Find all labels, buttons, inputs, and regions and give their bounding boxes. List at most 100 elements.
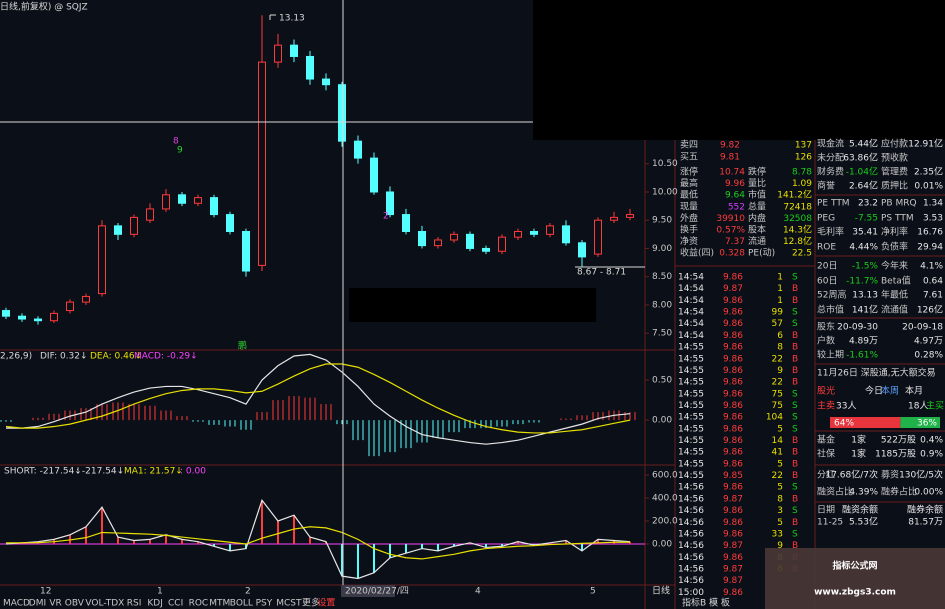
tab-extra[interactable]: 指标B 模 板: [682, 597, 730, 609]
candle-body: [290, 44, 298, 57]
holder-label: 分红: [817, 469, 835, 481]
indicator-tab[interactable]: MACD: [3, 599, 30, 609]
tick-side: S: [792, 319, 798, 329]
tick-volume: 8: [777, 343, 783, 353]
low-label: 8.67 - 8.71: [577, 268, 626, 278]
tick-time: 14:55: [678, 389, 704, 399]
candle-body: [258, 61, 266, 266]
fund-label: 户数: [817, 335, 835, 347]
indicator-tab[interactable]: 更多: [302, 597, 320, 609]
indicator-tab[interactable]: VR: [49, 599, 61, 609]
level-label: 买五: [680, 152, 698, 163]
indicator-tab[interactable]: 设置: [317, 598, 335, 609]
fund-value: 4.1%: [920, 262, 943, 272]
fund-label: 60日: [817, 276, 837, 287]
fund-label: 毛利率: [817, 226, 844, 238]
tick-price: 9.86: [723, 273, 743, 283]
tick-price: 9.85: [723, 471, 743, 481]
stat-value: 7.37: [725, 237, 745, 247]
tick-side: B: [792, 494, 798, 504]
stat-label: 流通: [748, 235, 766, 247]
indicator-tab[interactable]: OBV: [65, 599, 85, 609]
candle-body: [34, 318, 42, 322]
indicator-tab[interactable]: MTM: [209, 599, 230, 609]
candle-body: [578, 242, 586, 258]
candle-body: [50, 312, 58, 322]
candle-body: [274, 44, 282, 63]
signal-marker: 鹏: [238, 340, 247, 352]
tick-price: 9.86: [723, 296, 743, 306]
fund-value: 63.86亿: [843, 152, 878, 164]
indicator-tab[interactable]: BOLL: [230, 599, 253, 609]
fund-label: 流通值: [881, 304, 908, 316]
indicator-tab[interactable]: CCI: [168, 599, 183, 609]
fund-value: 12.91亿: [908, 138, 943, 150]
holder-value: 522万股: [881, 435, 916, 446]
fund-label: 负债率: [881, 241, 908, 253]
tick-price: 9.86: [723, 331, 743, 341]
candle-body: [98, 225, 106, 295]
stat-value: 1.09: [792, 179, 812, 189]
tick-time: 14:56: [678, 494, 704, 504]
holder-label: 日期: [817, 505, 835, 516]
tick-price: 9.87: [723, 284, 743, 294]
fund-label: 20日: [817, 261, 837, 272]
stat-label: 总量: [748, 200, 766, 212]
flow-tab: 本月: [905, 385, 923, 397]
indicator-tab[interactable]: MCST: [276, 599, 302, 609]
watermark-box: [765, 548, 945, 609]
stat-label: 净资: [680, 235, 698, 247]
stat-label: 现量: [680, 201, 698, 212]
indicator-tab[interactable]: RSI: [127, 599, 142, 609]
dif-label: DIF: 0.32↓: [40, 352, 88, 362]
indicator-tab[interactable]: DMI: [29, 599, 46, 609]
fund-value: 4.44%: [849, 243, 878, 253]
tick-price: 9.86: [723, 343, 743, 353]
fund-value: 1.34: [923, 199, 943, 209]
tick-price: 9.86: [723, 553, 743, 563]
tick-volume: 75: [772, 401, 783, 411]
y-tick-label: 200.0: [652, 516, 678, 526]
fund-value: 20-09-18: [902, 323, 943, 333]
short-line: [5, 499, 631, 580]
tick-price: 9.86: [723, 354, 743, 364]
tick-volume: 41: [772, 448, 783, 458]
chart-title: 日线,前复权) @ SQJZ: [0, 1, 88, 13]
fund-label: Beta值: [881, 275, 911, 287]
candle-body: [226, 214, 234, 233]
tick-side: B: [792, 331, 798, 341]
fund-label: PS TTM: [881, 214, 914, 224]
candle-body: [66, 301, 74, 312]
indicator-tab[interactable]: ROC: [189, 599, 209, 609]
tick-time: 14:56: [678, 576, 704, 586]
candle-body: [130, 216, 138, 235]
y-tick-label: 10.50: [652, 159, 678, 169]
tick-price: 9.86: [723, 529, 743, 539]
candle-body: [178, 194, 186, 204]
flow-bar: [900, 417, 940, 428]
fund-value: 20-09-30: [837, 323, 878, 333]
tick-price: 9.87: [723, 541, 743, 551]
fund-label: PE TTM: [817, 199, 850, 209]
tick-volume: 5: [777, 483, 783, 493]
tick-price: 9.86: [723, 588, 743, 598]
holder-label: 11-25: [817, 518, 843, 528]
fund-label: 股东: [817, 321, 835, 333]
indicator-tab[interactable]: KDJ: [147, 599, 163, 609]
indicator-tab[interactable]: VOL-TDX: [85, 599, 124, 609]
candle-body: [114, 225, 122, 235]
flow-count: 18人: [908, 401, 928, 412]
short-label: : -217.54↓: [76, 467, 124, 477]
candle-body: [2, 310, 10, 317]
fund-label: 总市值: [817, 304, 844, 316]
candle-body: [18, 315, 26, 320]
indicator-tab[interactable]: PSY: [256, 599, 273, 609]
tick-price: 9.86: [723, 424, 743, 434]
stat-value: 141.2亿: [777, 189, 812, 201]
holder-value: 4.39%: [849, 488, 878, 498]
candle-body: [498, 236, 506, 252]
tick-side: S: [792, 401, 798, 411]
dea-line: [5, 363, 631, 434]
